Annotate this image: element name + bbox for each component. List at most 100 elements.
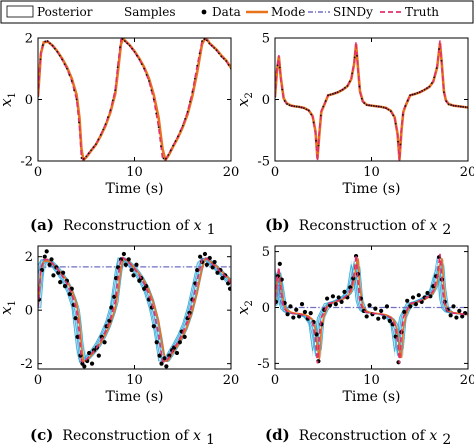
x-axis-label: Time (s) (343, 389, 401, 405)
plot-area-c (38, 249, 231, 369)
data-point (327, 94, 329, 97)
data-point (447, 103, 450, 106)
data-point (136, 54, 138, 57)
data-point (41, 44, 44, 46)
data-point (389, 110, 392, 113)
data-point (140, 63, 143, 66)
data-point (421, 89, 424, 92)
legend-posterior-label: Posterior (37, 5, 93, 19)
data-point (445, 100, 448, 103)
y-axis-label-sub: 1 (7, 92, 18, 98)
data-point (377, 105, 380, 108)
data-point (226, 281, 231, 286)
data-point (56, 270, 61, 275)
legend-data-label: Data (212, 5, 241, 19)
data-point (82, 364, 87, 369)
data-point (63, 63, 66, 66)
data-point (104, 123, 107, 125)
x-tick-label: 10 (126, 373, 143, 388)
data-point (205, 39, 208, 42)
data-point (167, 153, 170, 156)
data-point (49, 257, 54, 262)
data-point (187, 310, 192, 315)
data-point (315, 139, 317, 142)
data-point (75, 334, 80, 340)
data-point (387, 318, 392, 324)
data-point (336, 295, 341, 300)
data-point (353, 253, 359, 259)
x-tick-label: 0 (34, 373, 42, 388)
data-point (210, 44, 213, 47)
data-point (196, 64, 199, 67)
data-point (333, 302, 338, 307)
data-point (440, 59, 443, 62)
y-tick-label: 2 (25, 32, 33, 47)
caption-c-letter: (c) (30, 426, 53, 444)
data-point (95, 143, 97, 145)
data-point (111, 99, 114, 102)
data-point (290, 104, 293, 107)
caption-a-text: Reconstruction of (63, 218, 194, 234)
data-point (297, 314, 302, 319)
data-point (46, 40, 49, 42)
data-point (325, 296, 330, 301)
data-point (204, 262, 209, 267)
data-point (213, 47, 216, 49)
data-point (405, 298, 410, 303)
data-point (49, 42, 51, 45)
data-point (457, 308, 462, 313)
series-truth-line (38, 256, 231, 364)
data-point (212, 259, 217, 265)
data-point (177, 135, 179, 138)
x-axis-label: Time (s) (106, 181, 164, 197)
data-point (380, 105, 383, 108)
data-point (414, 93, 416, 95)
data-point (53, 47, 56, 50)
y-axis-label: x1 (0, 92, 18, 107)
data-point (375, 105, 378, 108)
data-point (312, 121, 315, 124)
data-point (107, 116, 109, 119)
data-point (305, 108, 308, 111)
data-point (450, 104, 453, 106)
data-point (277, 261, 282, 266)
data-point (73, 316, 78, 321)
series-mode-line (275, 42, 468, 160)
data-point (195, 267, 200, 273)
data-point (162, 356, 167, 361)
data-point (307, 109, 310, 112)
plot-area-d (275, 253, 468, 365)
data-point (151, 324, 156, 329)
data-point (283, 100, 286, 102)
data-point (384, 304, 390, 309)
data-point (89, 361, 95, 366)
data-point (131, 47, 133, 50)
legend-data-marker (201, 9, 207, 15)
data-point (339, 299, 344, 305)
data-point (39, 58, 42, 61)
data-point (215, 49, 218, 52)
data-point (203, 38, 206, 41)
data-point (365, 104, 368, 106)
data-point (123, 40, 126, 42)
caption-d-text: Reconstruction of (299, 428, 430, 444)
caption-d-var: x (429, 428, 437, 444)
data-point (148, 80, 150, 82)
data-point (454, 315, 459, 320)
data-point (368, 104, 370, 107)
data-point (278, 66, 281, 69)
data-point (322, 105, 325, 108)
data-point (68, 74, 71, 76)
data-point (177, 340, 182, 345)
data-point (351, 72, 354, 75)
data-point (382, 106, 385, 109)
data-point (138, 58, 141, 61)
data-point (169, 149, 172, 152)
x-tick-label: 0 (271, 165, 279, 180)
data-point (308, 310, 313, 316)
y-axis-label-var: x (234, 98, 252, 107)
data-point (129, 267, 134, 273)
caption-a: (a) Reconstruction of x 1 (30, 215, 215, 238)
